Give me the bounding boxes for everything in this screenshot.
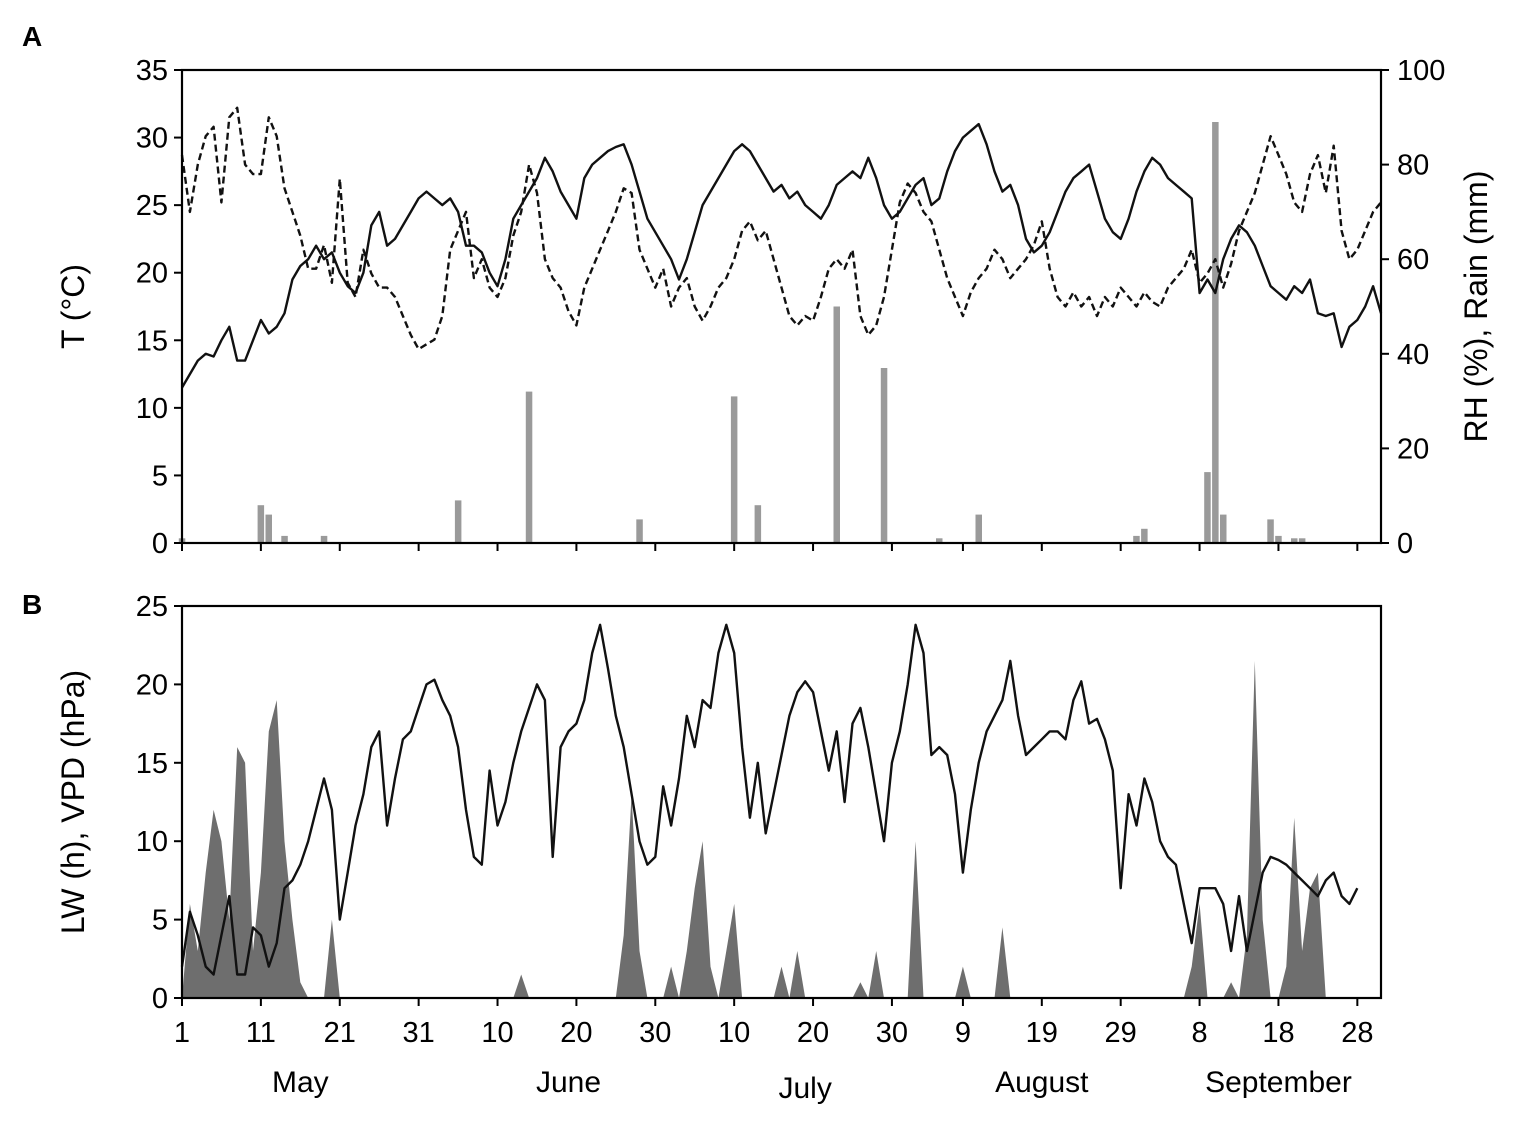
panel-a-y-tick-label: 15 xyxy=(136,325,168,357)
panel-a-rain-bar xyxy=(454,500,462,543)
panel-a-y2-tick-label: 80 xyxy=(1397,150,1429,182)
month-label: July xyxy=(778,1072,831,1105)
panel-a-rain-bar xyxy=(1212,122,1219,543)
panel-b-y-tick-label: 5 xyxy=(152,905,168,937)
panel-a-rain-bar xyxy=(1298,538,1306,543)
panel-a-rain-bar xyxy=(281,535,288,543)
panel-a-rain-bar xyxy=(880,368,888,543)
x-tick-label: 28 xyxy=(1341,1017,1373,1049)
panel-b-letter: B xyxy=(22,589,42,620)
month-label: August xyxy=(995,1066,1089,1099)
panel-a-rain-bar xyxy=(265,514,272,543)
panel-a-rain-bar xyxy=(1291,538,1298,543)
x-tick-label: 29 xyxy=(1105,1017,1137,1049)
x-tick-label: 10 xyxy=(718,1017,750,1049)
panel-a-letter: A xyxy=(22,21,42,52)
panel-a-rain-bar xyxy=(1220,514,1227,543)
panel-a-rain-bar xyxy=(320,535,328,543)
panel-a-y-tick-label: 30 xyxy=(136,123,168,155)
x-tick-label: 31 xyxy=(403,1017,435,1049)
panel-a-rain-bar xyxy=(1275,535,1282,543)
panel-a-y2-tick-label: 100 xyxy=(1397,55,1445,87)
month-label: September xyxy=(1205,1066,1352,1099)
x-tick-label: 18 xyxy=(1262,1017,1294,1049)
panel-a-y2-tick-label: 0 xyxy=(1397,528,1413,560)
panel-b-vpd-line xyxy=(180,623,1359,976)
panel-a-rain-bar xyxy=(1141,528,1148,543)
x-tick-label: 10 xyxy=(481,1017,513,1049)
x-tick-label: 20 xyxy=(797,1017,829,1049)
x-tick-label: 30 xyxy=(639,1017,671,1049)
x-tick-label: 11 xyxy=(246,1017,276,1049)
panel-a-frame xyxy=(180,68,1383,545)
panel-a-rain-bar xyxy=(730,396,738,543)
panel-a-rain-bar xyxy=(1267,519,1274,543)
panel-a-y-tick-label: 0 xyxy=(152,528,168,560)
panel-a-y2-tick-label: 60 xyxy=(1397,244,1429,276)
x-tick-label: 30 xyxy=(876,1017,908,1049)
panel-a-temperature-line xyxy=(180,122,1383,389)
panel-a-rain-bar xyxy=(754,505,762,543)
x-tick-label: 9 xyxy=(955,1017,971,1049)
panel-a-y-tick-label: 20 xyxy=(136,258,168,290)
panel-b-y-tick-label: 10 xyxy=(136,826,168,858)
panel-a-y2-tick-label: 20 xyxy=(1397,433,1429,465)
panel-a-y-tick-label: 5 xyxy=(152,460,168,492)
x-tick-label: 8 xyxy=(1192,1017,1208,1049)
month-label: June xyxy=(536,1066,601,1099)
panel-a-rain-bar xyxy=(525,391,533,543)
x-tick-label: 20 xyxy=(560,1017,592,1049)
x-tick-label: 19 xyxy=(1026,1017,1058,1049)
panel-a-rain-bar xyxy=(833,306,840,543)
panel-b-y-tick-label: 0 xyxy=(152,983,168,1015)
panel-b-leaf-wetness-area xyxy=(182,660,1326,998)
panel-a-rain-bar xyxy=(936,538,943,543)
panel-b-y-tick-label: 15 xyxy=(136,748,168,780)
panel-a-y-axis-title: T (°C) xyxy=(55,264,91,349)
panel-a-rh-line xyxy=(180,106,1382,351)
panel-b-frame xyxy=(180,604,1383,1000)
panel-a-rain-bar xyxy=(257,505,265,543)
panel-b-y-tick-label: 20 xyxy=(136,669,168,701)
panel-a-rain-bar xyxy=(1133,535,1140,543)
panel-a-y-tick-label: 25 xyxy=(136,190,168,222)
panel-b-y-tick-label: 25 xyxy=(136,591,168,623)
month-label: May xyxy=(272,1066,329,1099)
panel-a-rain-bar xyxy=(1204,472,1211,543)
x-tick-label: 21 xyxy=(324,1017,356,1049)
panel-a-rain-bar xyxy=(636,519,643,543)
x-tick-label: 1 xyxy=(174,1017,190,1049)
panel-a-y-tick-label: 35 xyxy=(136,55,168,87)
panel-a-y2-tick-label: 40 xyxy=(1397,339,1429,371)
panel-a-y2-axis-title: RH (%), Rain (mm) xyxy=(1458,171,1494,443)
panel-a-chart: 0 5 10 15 20 25 30 35 0 20 40 60 80 100 T (°C) RH (%), … xyxy=(55,55,1494,560)
panel-b-y-axis-title: LW (h), VPD (hPa) xyxy=(55,670,91,934)
panel-a-rain-bar xyxy=(975,514,982,543)
panel-a-y-tick-label: 10 xyxy=(136,393,168,425)
